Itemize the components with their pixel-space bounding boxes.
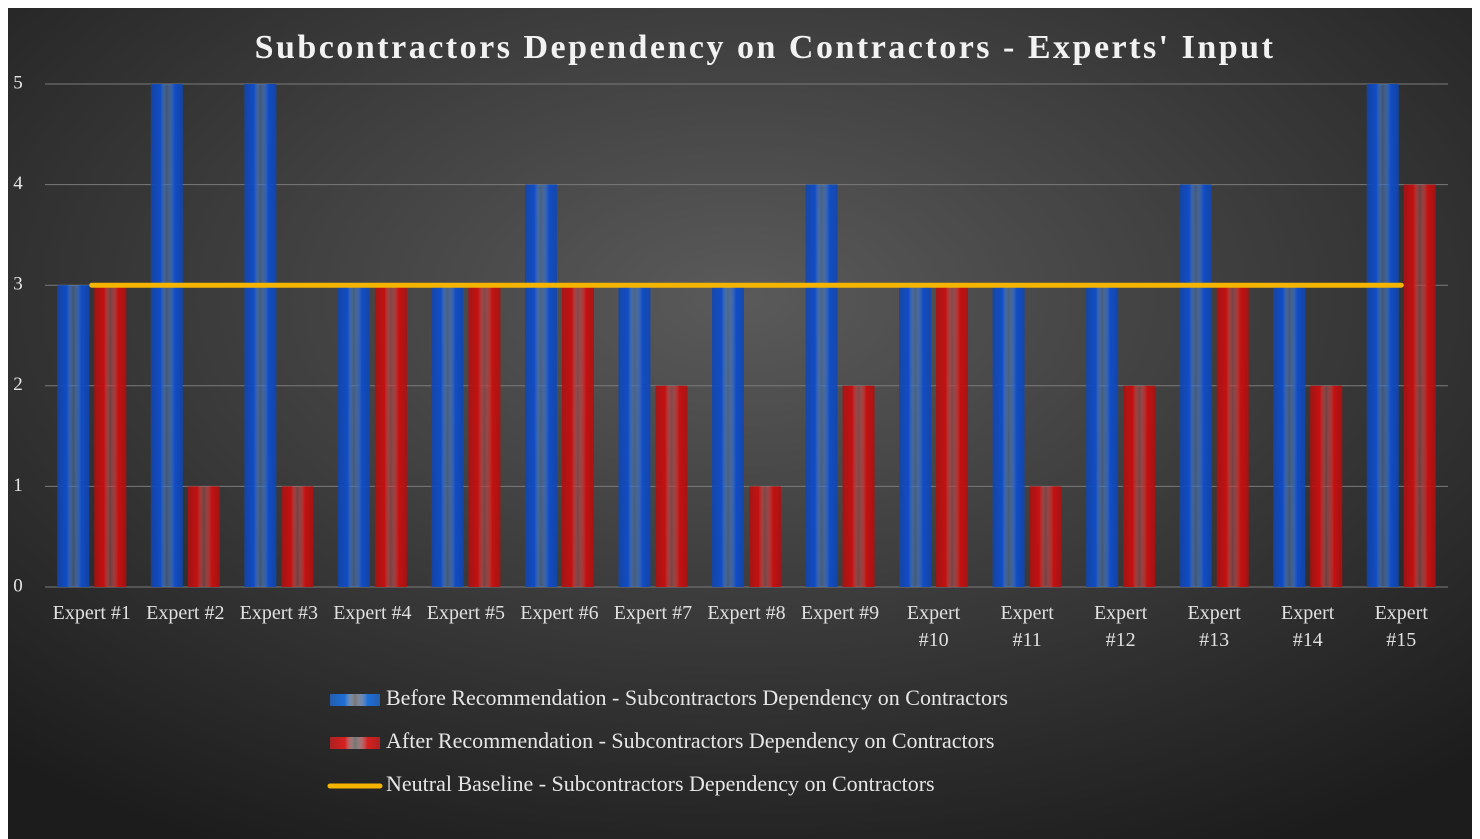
- chart-title: Subcontractors Dependency on Contractors…: [255, 29, 1276, 66]
- y-tick-label: 3: [13, 274, 23, 295]
- legend-swatch: [330, 737, 380, 749]
- x-tick-label: Expert #4: [333, 602, 412, 624]
- bar-base: [1029, 486, 1062, 587]
- x-tick-label: Expert #8: [707, 602, 786, 624]
- legend-label: Before Recommendation - Subcontractors D…: [386, 685, 1008, 710]
- y-tick-label: 5: [13, 72, 23, 93]
- bar-base: [1123, 385, 1156, 587]
- x-tick-label: Expert #12: [1093, 602, 1148, 651]
- legend-label: Neutral Baseline - Subcontractors Depend…: [386, 771, 935, 796]
- bar-base: [1403, 184, 1436, 587]
- bar-base: [655, 385, 688, 587]
- bar-base: [187, 486, 220, 587]
- bar-base: [1179, 184, 1212, 587]
- bar-base: [618, 285, 651, 587]
- bar-base: [244, 84, 277, 587]
- bar-base: [1216, 285, 1249, 587]
- x-tick-label: Expert #11: [1000, 602, 1054, 651]
- bar-base: [1273, 285, 1306, 587]
- x-tick-label: Expert #5: [426, 602, 506, 624]
- bar-base: [712, 285, 744, 587]
- x-tick-label: Expert #10: [906, 602, 961, 651]
- bar-base: [1310, 385, 1343, 587]
- x-tick-label: Expert #14: [1281, 602, 1335, 651]
- bar-base: [1366, 84, 1399, 587]
- bar-base: [281, 486, 314, 587]
- bar-base: [374, 285, 407, 587]
- bar-base: [561, 285, 594, 587]
- y-tick-label: 2: [13, 374, 23, 395]
- x-tick-label: Expert #2: [146, 602, 225, 624]
- bar-base: [805, 184, 838, 587]
- y-tick-label: 4: [13, 173, 23, 194]
- bar-base: [94, 285, 127, 587]
- bar-base: [57, 285, 90, 587]
- x-tick-label: Expert #13: [1187, 602, 1241, 651]
- bar-base: [842, 385, 875, 587]
- bar-base: [150, 84, 183, 587]
- x-tick-label: Expert #1: [52, 602, 131, 624]
- bar-base: [992, 285, 1025, 587]
- bar-base: [899, 285, 932, 587]
- y-tick-label: 1: [13, 475, 23, 496]
- x-tick-label: Expert #6: [520, 602, 599, 624]
- legend-label: After Recommendation - Subcontractors De…: [386, 728, 994, 753]
- bar-base: [749, 486, 781, 587]
- x-tick-label: Expert #7: [613, 602, 693, 624]
- x-tick-label: Expert #9: [800, 602, 880, 624]
- bar-base: [337, 285, 370, 587]
- y-tick-label: 0: [13, 575, 23, 596]
- x-tick-label: Expert #3: [239, 602, 318, 624]
- bar-base: [468, 285, 501, 587]
- bar-base: [1086, 285, 1119, 587]
- x-tick-label: Expert #15: [1374, 602, 1428, 651]
- bar-base: [524, 184, 557, 587]
- bar-base: [431, 285, 464, 587]
- legend-swatch: [330, 694, 380, 706]
- bar-base: [936, 285, 969, 587]
